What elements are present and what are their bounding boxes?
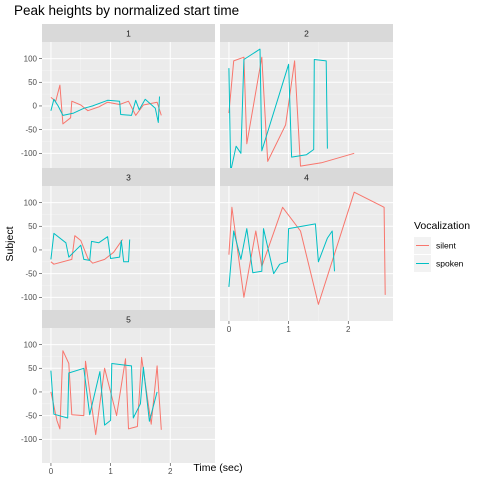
y-tick-label: 0 [33, 102, 38, 111]
y-tick-label: 100 [24, 340, 38, 349]
series-line-silent [50, 235, 123, 265]
series-line-silent [228, 56, 355, 167]
facet-strip [220, 168, 393, 186]
facet-strip-label: 1 [126, 29, 131, 39]
y-tick-label: -100 [21, 149, 38, 158]
series-line-spoken [228, 223, 335, 287]
series-line-silent [50, 84, 162, 125]
facet-strip [42, 310, 215, 328]
y-tick-label: -100 [21, 435, 38, 444]
y-tick-label: 50 [28, 222, 37, 231]
facet-strip-label: 2 [304, 29, 309, 39]
facet-strip-label: 3 [126, 173, 131, 183]
facet-strip [42, 24, 215, 42]
x-tick-label: 1 [286, 325, 291, 334]
x-tick-label: 2 [168, 467, 173, 476]
y-tick-label: 50 [28, 364, 37, 373]
x-axis-title: Time (sec) [193, 462, 242, 474]
facet-strip [220, 24, 393, 42]
series-line-spoken [50, 363, 158, 426]
y-tick-label: 0 [33, 388, 38, 397]
facet-strip [42, 168, 215, 186]
y-tick-label: -50 [25, 411, 37, 420]
facet-panel-1: 1 100 50 0 -50 -100 [21, 24, 215, 177]
facet-panel-4: 4 0 1 2 [220, 168, 393, 334]
chart-title: Peak heights by normalized start time [14, 3, 239, 18]
series-line-spoken [50, 96, 160, 123]
plot-background [42, 42, 215, 177]
facet-panel-5: 5 100 50 0 -50 -100 0 1 2 [21, 310, 215, 476]
y-tick-label: -100 [21, 293, 38, 302]
facet-panel-3: 3 100 50 0 -50 -100 [21, 168, 215, 321]
x-tick-label: 1 [108, 467, 113, 476]
y-tick-label: -50 [25, 125, 37, 134]
y-tick-label: 100 [24, 198, 38, 207]
legend: Vocalization silent spoken [414, 220, 470, 272]
y-tick-label: 0 [33, 246, 38, 255]
x-tick-label: 0 [49, 467, 54, 476]
series-line-spoken [228, 48, 328, 172]
y-tick-label: 100 [24, 54, 38, 63]
legend-label-silent: silent [436, 241, 456, 251]
x-tick-label: 0 [227, 325, 232, 334]
facet-strip-label: 5 [126, 315, 131, 325]
series-line-silent [228, 191, 386, 305]
y-tick-label: 50 [28, 78, 37, 87]
x-tick-label: 2 [346, 325, 351, 334]
y-tick-label: -50 [25, 269, 37, 278]
facet-panel-2: 2 [220, 24, 393, 177]
legend-label-spoken: spoken [436, 259, 464, 269]
y-axis-title: Subject [4, 226, 16, 261]
legend-title: Vocalization [414, 220, 470, 232]
facet-strip-label: 4 [304, 173, 309, 183]
facet-panels: 1 100 50 0 -50 -100 2 3 100 50 0 -50 -100 4 0 1 2 5 100 50 0… [21, 24, 393, 476]
series-line-spoken [50, 232, 131, 263]
